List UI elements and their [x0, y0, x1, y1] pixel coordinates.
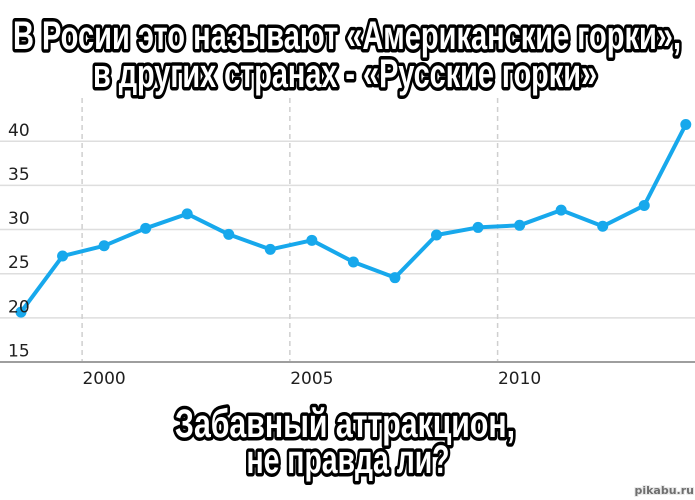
data-point [15, 306, 27, 318]
data-point [181, 208, 193, 220]
y-tick-label: 30 [8, 209, 30, 229]
x-tick-label: 2000 [82, 369, 125, 389]
data-point [306, 234, 318, 246]
data-point [555, 204, 567, 216]
y-tick-label: 25 [8, 253, 30, 273]
data-point [140, 222, 152, 234]
bottom-caption-line1: Забавный аттракцион, [175, 402, 515, 446]
y-tick-label: 35 [8, 165, 30, 185]
top-caption-line1: В Росии это называют «Американские горки… [13, 14, 681, 58]
data-point [98, 240, 110, 252]
top-caption-line2: в других странах - «Русские горки» [93, 52, 597, 96]
x-tick-label: 2010 [498, 369, 541, 389]
data-point [264, 243, 276, 255]
data-point [597, 220, 609, 232]
watermark-pikabu: pikabu.ru [634, 484, 694, 497]
bottom-caption-line2: не правда ли? [247, 438, 450, 482]
data-point [638, 199, 650, 211]
data-point [514, 219, 526, 231]
y-tick-label: 20 [8, 297, 30, 317]
data-point [57, 250, 69, 262]
data-point [431, 229, 442, 241]
data-point [223, 228, 235, 240]
x-tick-label: 2005 [290, 369, 333, 389]
y-tick-label: 15 [8, 342, 30, 362]
data-point [347, 256, 359, 268]
data-point [389, 272, 401, 284]
data-point [680, 118, 692, 130]
data-point [472, 221, 484, 233]
y-tick-label: 40 [8, 121, 30, 141]
